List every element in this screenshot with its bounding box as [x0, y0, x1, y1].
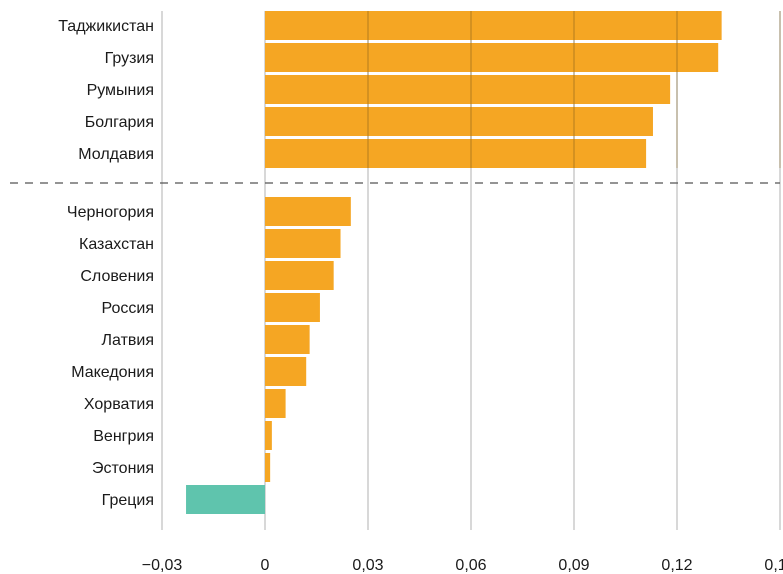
x-tick-label: 0 [261, 557, 270, 574]
bar [265, 389, 286, 418]
category-label: Эстония [92, 460, 154, 477]
bar [265, 453, 271, 482]
category-label: Грузия [105, 50, 154, 67]
category-label: Болгария [85, 114, 154, 131]
category-label: Молдавия [78, 146, 154, 163]
bar [265, 75, 671, 104]
bar [265, 43, 719, 72]
category-label: Черногория [67, 204, 154, 221]
bar [265, 421, 272, 450]
category-label: Таджикистан [58, 18, 154, 35]
x-tick-label: 0,15 [764, 557, 783, 574]
bar [265, 229, 341, 258]
category-label: Румыния [87, 82, 154, 99]
bar [265, 107, 653, 136]
bar [265, 261, 334, 290]
grid-overlay [367, 11, 781, 168]
bar [265, 197, 351, 226]
category-label: Венгрия [93, 428, 154, 445]
x-tick-label: 0,03 [352, 557, 383, 574]
x-tick-label: 0,09 [558, 557, 589, 574]
x-axis-ticks: −0,03 0 0,03 0,06 0,09 0,12 0,15 [142, 557, 783, 574]
category-label: Хорватия [84, 396, 154, 413]
category-label: Македония [71, 364, 154, 381]
x-tick-label: 0,06 [455, 557, 486, 574]
x-tick-label: −0,03 [142, 557, 183, 574]
bar [265, 11, 722, 40]
category-label: Греция [102, 492, 154, 509]
category-label: Россия [102, 300, 154, 317]
category-labels: Таджикистан1Грузия2Румыния3Болгария4Молд… [58, 18, 154, 509]
category-label: Словения [80, 268, 154, 285]
bar [265, 357, 307, 386]
bars [186, 11, 722, 514]
category-label: Латвия [102, 332, 154, 349]
bar [265, 293, 320, 322]
bar [265, 139, 647, 168]
bar [186, 485, 265, 514]
bar [265, 325, 310, 354]
x-tick-label: 0,12 [661, 557, 692, 574]
category-label: Казахстан [79, 236, 154, 253]
